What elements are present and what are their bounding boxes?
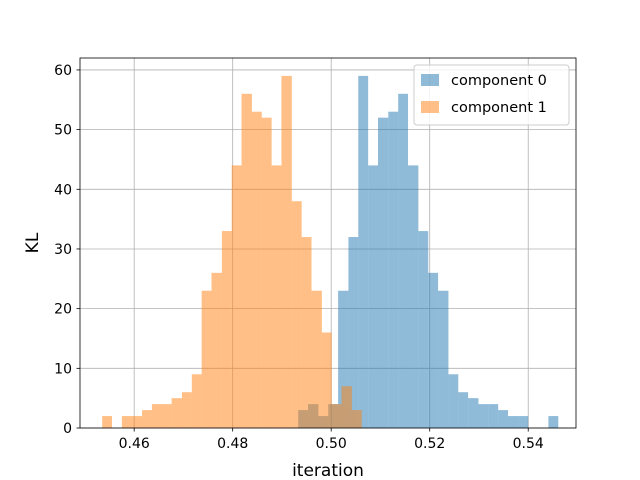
histogram-bar-component-1: [291, 201, 302, 428]
histogram-bar-component-0: [458, 392, 469, 428]
histogram-bar-component-0: [478, 404, 489, 428]
histogram-bar-component-0: [388, 111, 399, 428]
histogram-bar-component-0: [377, 117, 389, 428]
histogram-bar-component-0: [468, 398, 479, 428]
legend: component 0 component 1: [413, 64, 570, 126]
histogram-bar-component-0: [408, 165, 419, 428]
histogram-bar-component-1: [351, 410, 362, 428]
histogram-bar-component-1: [171, 398, 182, 428]
histogram-bar-component-0: [548, 416, 559, 428]
y-axis-label: KL: [23, 232, 43, 253]
x-axis-label: iteration: [292, 461, 364, 480]
histogram-bar-component-1: [301, 237, 312, 428]
x-tick-label: 0.50: [316, 436, 347, 452]
histogram-bar-component-1: [271, 165, 282, 428]
histogram-bar-component-1: [102, 416, 113, 428]
y-tick-label: 40: [54, 182, 72, 198]
histogram-bar-component-1: [261, 117, 272, 428]
axis-ticks: 0.46 0.48 0.50 0.52 0.54 0 10 20 30 40 50 60: [54, 63, 544, 452]
legend-label-component-1: component 1: [451, 100, 547, 116]
histogram-bar-component-0: [448, 374, 459, 428]
x-tick-label: 0.48: [217, 436, 248, 452]
y-tick-label: 20: [54, 302, 72, 318]
histogram-bar-component-0: [438, 290, 449, 428]
y-tick-label: 30: [54, 242, 72, 258]
histogram-bar-component-0: [488, 404, 499, 428]
x-tick-label: 0.46: [119, 436, 150, 452]
histogram-bars: [102, 75, 559, 428]
x-tick-label: 0.52: [414, 436, 445, 452]
histogram-bar-component-1: [231, 165, 242, 428]
histogram-bar-component-1: [321, 332, 332, 428]
histogram-bar-component-1: [142, 410, 152, 428]
histogram-bar-component-1: [331, 404, 342, 428]
y-tick-label: 0: [63, 421, 72, 437]
plot-frame: [79, 57, 577, 429]
histogram-bar-component-1: [241, 93, 252, 428]
histogram-bar-component-1: [341, 386, 352, 428]
histogram-bar-component-0: [418, 231, 429, 428]
y-tick-label: 50: [54, 123, 72, 139]
legend-frame: [413, 64, 570, 126]
histogram-bar-component-1: [201, 290, 212, 428]
legend-swatch-component-0: [421, 74, 439, 86]
histogram-bar-component-1: [281, 75, 292, 428]
histogram-bar-component-0: [518, 416, 529, 428]
y-tick-label: 60: [54, 63, 72, 79]
histogram-bar-component-1: [191, 374, 202, 428]
histogram-bar-component-0: [338, 290, 349, 428]
histogram-bar-component-1: [251, 111, 262, 428]
histogram-bar-component-1: [121, 416, 143, 428]
legend-label-component-0: component 0: [451, 73, 547, 89]
histogram-bar-component-0: [508, 416, 519, 428]
histogram-bar-component-1: [221, 231, 232, 428]
x-tick-label: 0.54: [513, 436, 544, 452]
histogram-bar-component-1: [311, 290, 322, 428]
histogram-bar-component-1: [151, 404, 172, 428]
legend-swatch-component-1: [421, 101, 439, 113]
histogram-bar-component-0: [348, 237, 359, 428]
histogram-bar-component-0: [498, 410, 509, 428]
histogram-bar-component-0: [398, 93, 409, 428]
histogram-bar-component-0: [358, 75, 369, 428]
histogram-bar-component-0: [368, 165, 378, 428]
histogram-bar-component-0: [428, 272, 439, 428]
y-tick-label: 10: [54, 361, 72, 377]
histogram-bar-component-1: [211, 272, 222, 428]
histogram-bar-component-1: [181, 392, 192, 428]
